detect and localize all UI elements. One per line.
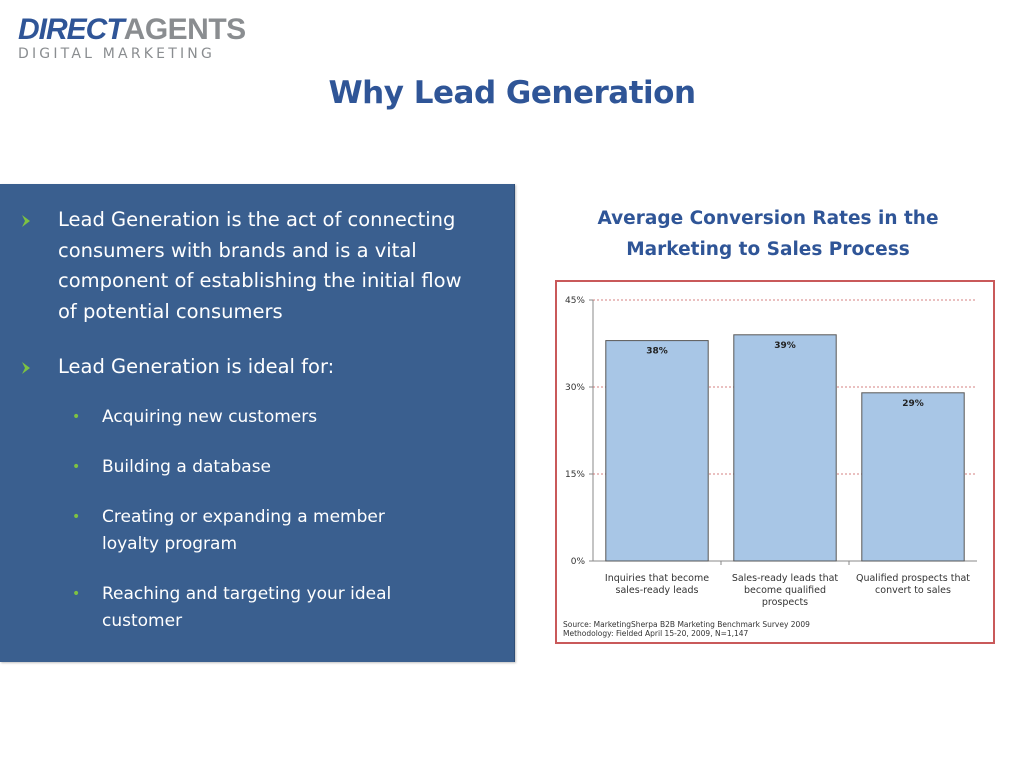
x-tick-label-line: Inquiries that become [605, 573, 709, 584]
chart-plot: 0% 15% 30% 45% 38% Inquiries that become sales… [565, 296, 977, 608]
chart-source-line: Source: MarketingSherpa B2B Marketing Be… [563, 620, 810, 629]
y-tick-label: 0% [571, 557, 586, 567]
data-label: 39% [774, 341, 796, 351]
x-tick-label-line: Qualified prospects that [856, 573, 970, 584]
logo-wordmark: DIRECTAGENTS [18, 13, 246, 46]
chevron-right-icon [22, 362, 30, 374]
sub-bullet-item: • Reaching and targeting your ideal cust… [72, 581, 432, 635]
company-logo: DIRECTAGENTS DIGITAL MARKETING [18, 13, 246, 64]
chart-source: Source: MarketingSherpa B2B Marketing Be… [563, 620, 810, 638]
x-tick-label: Inquiries that become sales-ready leads [605, 573, 709, 596]
sub-bullet-item: • Building a database [72, 454, 432, 481]
bullet-dot-icon: • [72, 409, 81, 425]
bullet-item: Lead Generation is the act of connecting… [22, 205, 478, 327]
y-tick-label: 45% [565, 296, 585, 306]
y-tick-label: 15% [565, 470, 585, 480]
bullet-dot-icon: • [72, 509, 81, 525]
bullet-text: Lead Generation is the act of connecting… [58, 208, 462, 323]
sub-bullet-item: • Creating or expanding a member loyalty… [72, 504, 432, 558]
y-tick-label: 30% [565, 383, 585, 393]
data-label: 38% [646, 347, 668, 357]
sub-bullet-text: Acquiring new customers [102, 407, 318, 427]
x-tick-label: Sales-ready leads that become qualified pr… [732, 573, 839, 608]
bullet-dot-icon: • [72, 586, 81, 602]
sub-bullet-item: • Acquiring new customers [72, 404, 432, 431]
bar [861, 392, 965, 562]
logo-tagline: DIGITAL MARKETING [18, 46, 215, 62]
chevron-right-icon [22, 215, 30, 227]
bar-chart: 0% 15% 30% 45% 38% Inquiries that become sales… [555, 280, 995, 644]
sub-bullet-text: Building a database [102, 457, 272, 477]
chart-title: Average Conversion Rates in the Marketin… [597, 208, 939, 260]
bullet-item: Lead Generation is ideal for: [22, 352, 478, 383]
bullet-text: Lead Generation is ideal for: [58, 355, 335, 378]
bar [733, 334, 837, 562]
data-label: 29% [902, 399, 924, 409]
x-tick-label: Qualified prospects that convert to sales [856, 573, 970, 596]
x-tick-label-line: sales-ready leads [616, 585, 699, 596]
page-title: Why Lead Generation [328, 75, 696, 111]
bullet-dot-icon: • [72, 459, 81, 475]
x-tick-label-line: become qualified [744, 585, 826, 596]
bar [605, 340, 709, 562]
logo-word-agents: AGENTS [123, 13, 247, 46]
x-tick-label-line: Sales-ready leads that [732, 573, 839, 584]
logo-word-direct: DIRECT [18, 13, 125, 46]
content-panel [0, 184, 515, 662]
x-tick-label-line: convert to sales [875, 585, 951, 596]
sub-bullet-text: Reaching and targeting your ideal custom… [102, 584, 392, 631]
chart-source-line: Methodology: Fielded April 15-20, 2009, … [563, 629, 749, 638]
sub-bullet-text: Creating or expanding a member loyalty p… [102, 507, 385, 554]
x-tick-label-line: prospects [762, 597, 808, 608]
